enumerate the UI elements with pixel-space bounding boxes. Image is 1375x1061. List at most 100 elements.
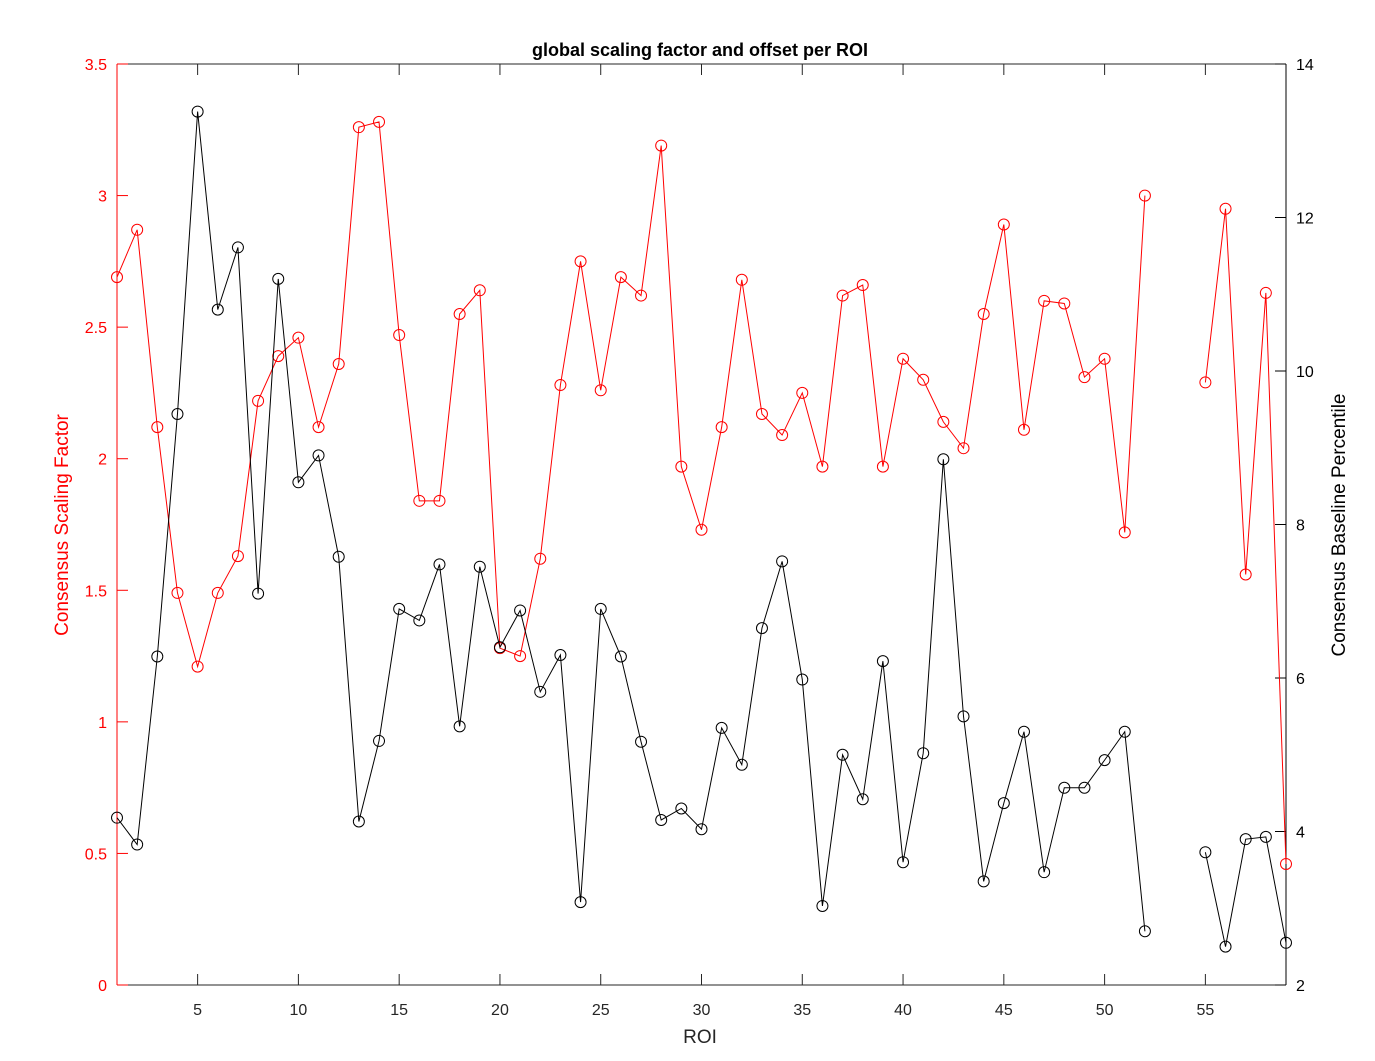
data-point	[1239, 568, 1252, 581]
data-point	[554, 648, 567, 661]
data-point	[171, 407, 184, 420]
data-point	[574, 896, 587, 909]
data-point	[1038, 294, 1051, 307]
x-tick-label: 50	[1096, 1002, 1114, 1019]
data-point	[373, 734, 386, 747]
right-y-tick-label: 8	[1296, 518, 1305, 535]
data-point	[332, 357, 345, 370]
data-point	[1058, 297, 1071, 310]
data-point	[473, 560, 486, 573]
data-point	[937, 453, 950, 466]
x-tick-label: 20	[491, 1002, 509, 1019]
x-tick-label: 30	[693, 1002, 711, 1019]
data-point	[997, 797, 1010, 810]
data-point	[796, 386, 809, 399]
data-point	[1199, 846, 1212, 859]
data-point	[332, 550, 345, 563]
data-point	[352, 815, 365, 828]
data-point	[614, 271, 627, 284]
data-point	[191, 660, 204, 673]
data-point	[655, 139, 668, 152]
data-point	[897, 352, 910, 365]
data-point	[151, 650, 164, 663]
data-point	[977, 307, 990, 320]
data-point	[594, 384, 607, 397]
x-axis: 5 10 15 20 25 30 35 40 45 50 55	[193, 64, 1214, 1019]
scaling-factor-series	[111, 115, 1292, 870]
data-point	[1259, 286, 1272, 299]
data-point	[917, 373, 930, 386]
data-point	[957, 442, 970, 455]
right-y-axis-label: Consensus Baseline Percentile	[1329, 394, 1350, 657]
data-point	[1038, 866, 1051, 879]
data-point	[997, 218, 1010, 231]
data-point	[534, 552, 547, 565]
left-y-tick-label: 1.5	[85, 583, 107, 600]
data-point	[514, 650, 527, 663]
data-point	[231, 550, 244, 563]
data-point	[211, 586, 224, 599]
right-y-axis: 2 4 6 8 10 12 14	[1275, 57, 1314, 995]
data-point	[715, 721, 728, 734]
data-point	[111, 271, 123, 284]
data-point	[635, 289, 648, 302]
data-point	[272, 272, 285, 285]
data-point	[433, 494, 446, 507]
series-line	[116, 121, 1287, 864]
data-point	[151, 421, 164, 434]
data-point	[1118, 725, 1131, 738]
right-y-tick-label: 2	[1296, 978, 1305, 995]
data-point	[453, 720, 466, 733]
data-point	[1280, 936, 1292, 949]
data-point	[312, 421, 325, 434]
data-point	[413, 494, 426, 507]
data-point	[131, 223, 144, 236]
data-point	[1098, 754, 1111, 767]
left-y-axis: 0 0.5 1 1.5 2 2.5 3 3.5	[85, 57, 128, 995]
data-point	[231, 241, 244, 254]
left-y-tick-label: 2	[98, 452, 107, 469]
data-point	[635, 735, 648, 748]
data-point	[1138, 925, 1151, 938]
data-point	[131, 838, 144, 851]
data-point	[1199, 376, 1212, 389]
data-point	[574, 255, 587, 268]
data-point	[1098, 352, 1111, 365]
data-point	[755, 407, 768, 420]
data-point	[1280, 857, 1292, 870]
data-point	[876, 460, 889, 473]
data-point	[1219, 940, 1232, 953]
right-y-tick-label: 14	[1296, 57, 1314, 74]
data-point	[393, 329, 406, 342]
data-point	[393, 602, 406, 615]
data-point	[554, 379, 567, 392]
data-point	[272, 350, 285, 363]
data-point	[1078, 371, 1091, 384]
data-point	[735, 273, 748, 286]
data-point	[897, 856, 910, 869]
data-point	[977, 875, 990, 888]
data-point	[453, 307, 466, 320]
data-point	[876, 655, 889, 668]
data-point	[252, 394, 265, 407]
x-tick-label: 45	[995, 1002, 1013, 1019]
left-y-tick-label: 0.5	[85, 846, 107, 863]
data-point	[1118, 526, 1131, 539]
left-y-tick-label: 2.5	[85, 320, 107, 337]
data-point	[816, 460, 829, 473]
data-point	[675, 460, 688, 473]
data-point	[514, 604, 527, 617]
data-point	[957, 710, 970, 723]
data-point	[1017, 725, 1030, 738]
data-point	[836, 289, 849, 302]
left-y-tick-label: 3	[98, 189, 107, 206]
data-point	[252, 587, 265, 600]
data-point	[413, 614, 426, 627]
data-point	[776, 555, 789, 568]
right-y-tick-label: 6	[1296, 671, 1305, 688]
data-point	[1058, 781, 1071, 794]
data-point	[695, 823, 708, 836]
x-tick-label: 15	[390, 1002, 408, 1019]
data-point	[534, 685, 547, 698]
data-point	[473, 284, 486, 297]
